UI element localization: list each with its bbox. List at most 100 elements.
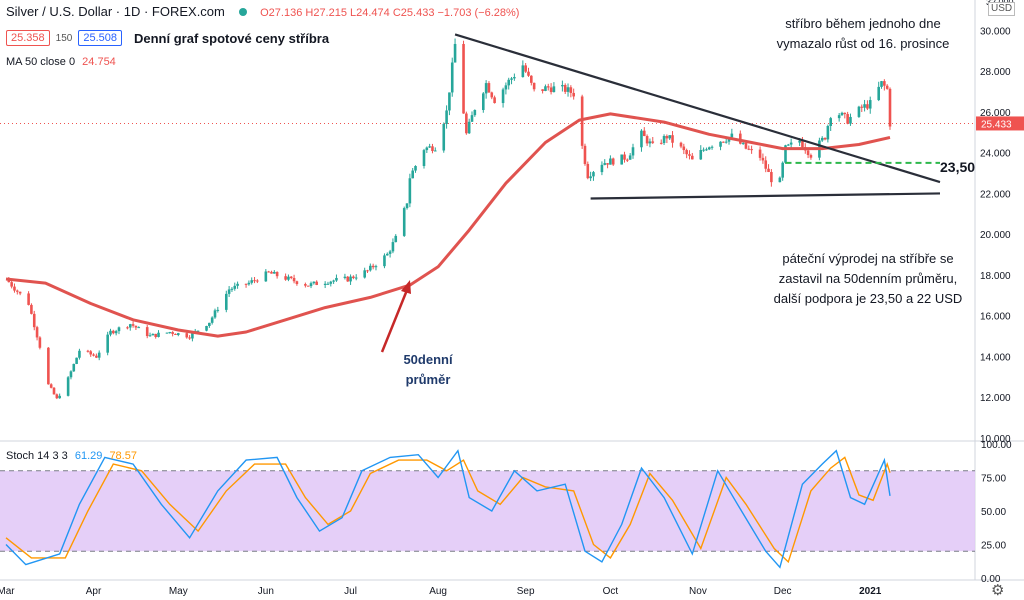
price-tick-label: 24.000 <box>980 149 1011 160</box>
candle-body <box>106 334 109 353</box>
buy-price-button[interactable]: 25.508 <box>78 30 122 46</box>
candle-body <box>868 100 872 109</box>
candle-body <box>433 150 437 152</box>
candle-body <box>411 170 414 179</box>
candle-body <box>679 142 683 147</box>
candle-body <box>530 75 533 83</box>
candle-body <box>877 86 881 101</box>
price-tick-label: 30.000 <box>980 26 1011 37</box>
candle-body <box>487 83 491 93</box>
currency-unit-label[interactable]: USD <box>988 2 1016 16</box>
candle-body <box>154 333 157 337</box>
candle-body <box>15 290 19 292</box>
candle-body <box>642 130 646 137</box>
candle-body <box>493 97 496 104</box>
stoch-tick-label: 100.00 <box>981 440 1012 451</box>
candle-body <box>784 145 787 163</box>
candle-body <box>744 142 748 149</box>
candle-body <box>196 330 200 332</box>
candle-body <box>425 147 429 151</box>
time-tick-label: Nov <box>689 586 707 597</box>
candle-body <box>739 133 742 144</box>
candle-body <box>422 150 426 166</box>
candle-body <box>385 253 389 256</box>
candle-body <box>787 144 790 146</box>
candle-body <box>781 162 784 178</box>
candle-body <box>208 322 211 326</box>
candle-body <box>117 327 121 332</box>
candle-body <box>710 146 714 148</box>
price-tick-label: 28.000 <box>980 67 1011 78</box>
candle-body <box>707 147 711 150</box>
candle-body <box>131 324 135 326</box>
candle-body <box>174 333 177 335</box>
candle-body <box>292 277 296 282</box>
candle-body <box>626 159 629 161</box>
candle-body <box>770 172 773 183</box>
candle-body <box>309 283 313 287</box>
candle-body <box>510 78 513 80</box>
ma-value: 24.754 <box>82 56 116 68</box>
candle-body <box>315 281 318 285</box>
settings-gear-icon[interactable]: ⚙ <box>991 582 1005 599</box>
candle-body <box>32 313 36 328</box>
candle-body <box>448 92 451 111</box>
candle-body <box>405 203 409 209</box>
candle-body <box>191 332 194 339</box>
candle-body <box>295 281 299 285</box>
candle-body <box>628 155 632 160</box>
candle-body <box>640 130 643 148</box>
candle-body <box>157 332 160 337</box>
candle-body <box>631 147 635 156</box>
candle-body <box>227 289 231 294</box>
price-tick-label: 12.000 <box>980 393 1011 404</box>
stoch-legend[interactable]: Stoch 14 3 3 61.29 78.57 <box>6 450 137 462</box>
candle-body <box>369 265 372 271</box>
time-tick-label: Sep <box>517 586 535 597</box>
candle-body <box>10 282 13 287</box>
candle-body <box>645 136 649 144</box>
candle-body <box>837 115 841 119</box>
candle-body <box>275 271 279 277</box>
candle-body <box>55 394 59 399</box>
candle-body <box>391 242 395 252</box>
candle-body <box>89 351 93 355</box>
candle-body <box>273 271 276 274</box>
candle-body <box>467 121 471 134</box>
candle-body <box>846 114 849 124</box>
ma-arrow <box>380 289 409 353</box>
candle-body <box>730 133 734 138</box>
candle-body <box>606 163 609 165</box>
candle-body <box>92 354 95 356</box>
candle-body <box>691 155 694 160</box>
candle-body <box>86 350 90 352</box>
candle-body <box>354 277 358 279</box>
candle-body <box>445 110 448 125</box>
candle-body <box>349 276 352 282</box>
candle-body <box>863 104 866 108</box>
candle-body <box>857 106 861 117</box>
sell-price-button[interactable]: 25.358 <box>6 30 50 46</box>
candle-body <box>289 276 293 278</box>
price-tick-label: 26.000 <box>980 108 1011 119</box>
candle-body <box>95 355 98 358</box>
candle-body <box>527 71 530 76</box>
candle-body <box>75 357 78 364</box>
candle-body <box>323 283 327 285</box>
candle-body <box>151 333 155 336</box>
ma-legend[interactable]: MA 50 close 0 24.754 <box>6 56 116 68</box>
candle-body <box>609 158 612 165</box>
candle-body <box>216 309 220 311</box>
candle-body <box>343 276 347 278</box>
candle-body <box>383 255 386 267</box>
candle-body <box>267 271 270 273</box>
candle-body <box>473 110 477 116</box>
candle-body <box>185 333 189 338</box>
price-tick-label: 22.000 <box>980 189 1011 200</box>
candle-body <box>513 77 516 79</box>
candle-body <box>685 150 688 155</box>
candle-body <box>611 158 615 165</box>
symbol-label[interactable]: Silver / U.S. Dollar · 1D · FOREX.com <box>6 4 225 19</box>
stoch-d-value: 78.57 <box>109 450 137 462</box>
